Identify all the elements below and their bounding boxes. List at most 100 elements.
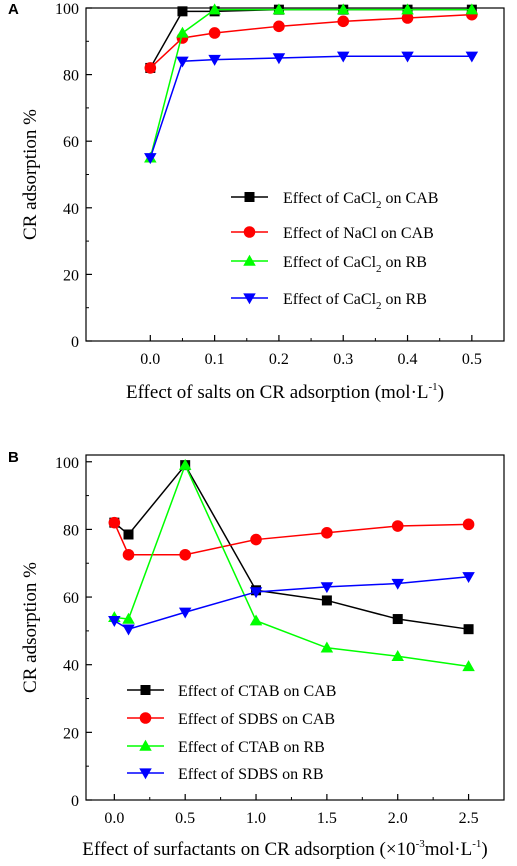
data-point (122, 624, 135, 636)
legend: Effect of CTAB on CAB Effect of SDBS on C… (127, 683, 336, 783)
data-point (391, 578, 404, 590)
x-tick-label: 0.4 (398, 351, 418, 368)
chart-panel-b: B 0 20 40 60 80 100 0.0 0.5 1.0 1.5 2.0 2.5 CR adsorp… (8, 449, 505, 860)
data-point (320, 641, 334, 653)
data-point (391, 650, 404, 661)
legend-entry: Effect of CaCl2 on CAB (283, 190, 438, 211)
data-point (249, 587, 263, 599)
data-point (272, 3, 286, 15)
x-tick-label: 2.0 (388, 810, 408, 827)
data-point (208, 54, 221, 66)
series-line (113, 522, 469, 556)
data-point (463, 624, 474, 635)
x-tick-label: 0.5 (462, 351, 482, 368)
data-point (108, 616, 121, 627)
data-point (122, 548, 135, 561)
y-tick-label: 0 (71, 334, 79, 351)
chart-panel-a: A 0 20 40 60 80 100 0.0 0.1 0.2 0.3 0.4 0.5 CR adsorp… (8, 1, 505, 403)
x-tick-label: 0.5 (175, 810, 195, 827)
data-point (176, 56, 189, 68)
legend-marker (243, 226, 256, 238)
x-tick-label: 1.0 (246, 810, 266, 827)
legend-entry: Effect of CTAB on RB (178, 739, 325, 756)
x-tick-label: 0.1 (205, 351, 225, 368)
data-point (272, 53, 286, 65)
legend-marker (139, 768, 152, 780)
y-tick-label: 60 (63, 590, 79, 607)
x-tick-label: 0.0 (104, 810, 124, 827)
data-point (123, 529, 134, 540)
data-point (465, 3, 479, 15)
legend-entry: Effect of SDBS on CAB (178, 711, 335, 728)
y-tick-label: 20 (63, 725, 79, 742)
plot-frame (85, 454, 505, 801)
data-point (336, 3, 350, 15)
data-point (144, 62, 157, 74)
data-point (392, 614, 403, 625)
data-point (462, 572, 475, 584)
data-point (336, 51, 350, 63)
data-point (401, 51, 414, 63)
series-3 (108, 572, 475, 636)
y-tick-label: 0 (71, 793, 79, 810)
x-tick-label: 1.5 (317, 810, 337, 827)
data-point (208, 3, 221, 15)
data-point (321, 595, 332, 606)
data-point (108, 516, 121, 529)
series-line (149, 8, 472, 159)
y-tick-label: 100 (55, 1, 79, 18)
x-tick-label: 0.3 (333, 351, 353, 368)
series-line (114, 463, 469, 668)
data-point (178, 607, 192, 619)
panel-label: B (8, 449, 19, 466)
data-point (465, 51, 479, 63)
y-tick-label: 40 (63, 658, 79, 675)
legend-entry: Effect of CaCl2 on RB (283, 254, 427, 275)
data-point (176, 26, 189, 38)
x-tick-label: 0.0 (140, 351, 160, 368)
legend-marker (139, 739, 152, 751)
legend-marker (243, 254, 256, 266)
data-point (401, 12, 414, 24)
data-point (208, 27, 221, 39)
x-tick-label: 2.5 (459, 810, 479, 827)
data-point (179, 548, 191, 561)
x-tick-label: 0.2 (269, 351, 289, 368)
x-axis-title: Effect of surfactants on CR adsorption (… (82, 838, 487, 860)
y-tick-label: 40 (63, 201, 79, 218)
data-point (321, 526, 333, 539)
series-1 (108, 516, 475, 561)
series-0 (109, 460, 474, 635)
data-point (144, 153, 157, 165)
series-1 (144, 8, 478, 74)
legend-marker (243, 293, 256, 305)
y-tick-label: 20 (63, 267, 79, 284)
legend-entry: Effect of NaCl on CAB (283, 225, 434, 242)
data-point (462, 660, 475, 672)
series-0 (145, 4, 477, 73)
panel-label: A (8, 1, 19, 18)
data-point (391, 520, 404, 532)
legend: Effect of CaCl2 on CAB Effect of NaCl on … (231, 190, 438, 312)
legend-entry: Effect of CTAB on CAB (178, 683, 336, 700)
y-tick-label: 80 (63, 522, 79, 539)
data-point (249, 614, 263, 626)
data-point (122, 612, 135, 624)
y-axis-title: CR adsorption % (20, 562, 41, 693)
y-tick-label: 100 (55, 455, 79, 472)
series-line (149, 8, 472, 69)
series-2 (144, 3, 479, 163)
data-point (273, 20, 285, 33)
legend-marker (244, 192, 255, 202)
series-3 (144, 51, 479, 165)
y-tick-label: 80 (63, 68, 79, 85)
series-line (113, 463, 469, 630)
x-axis-title: Effect of salts on CR adsorption (mol·L-… (126, 381, 444, 403)
legend-marker (139, 712, 152, 724)
data-point (337, 15, 350, 28)
legend-entry: Effect of SDBS on RB (178, 766, 323, 783)
y-tick-label: 60 (63, 134, 79, 151)
series-2 (108, 458, 475, 672)
data-point (250, 533, 262, 546)
